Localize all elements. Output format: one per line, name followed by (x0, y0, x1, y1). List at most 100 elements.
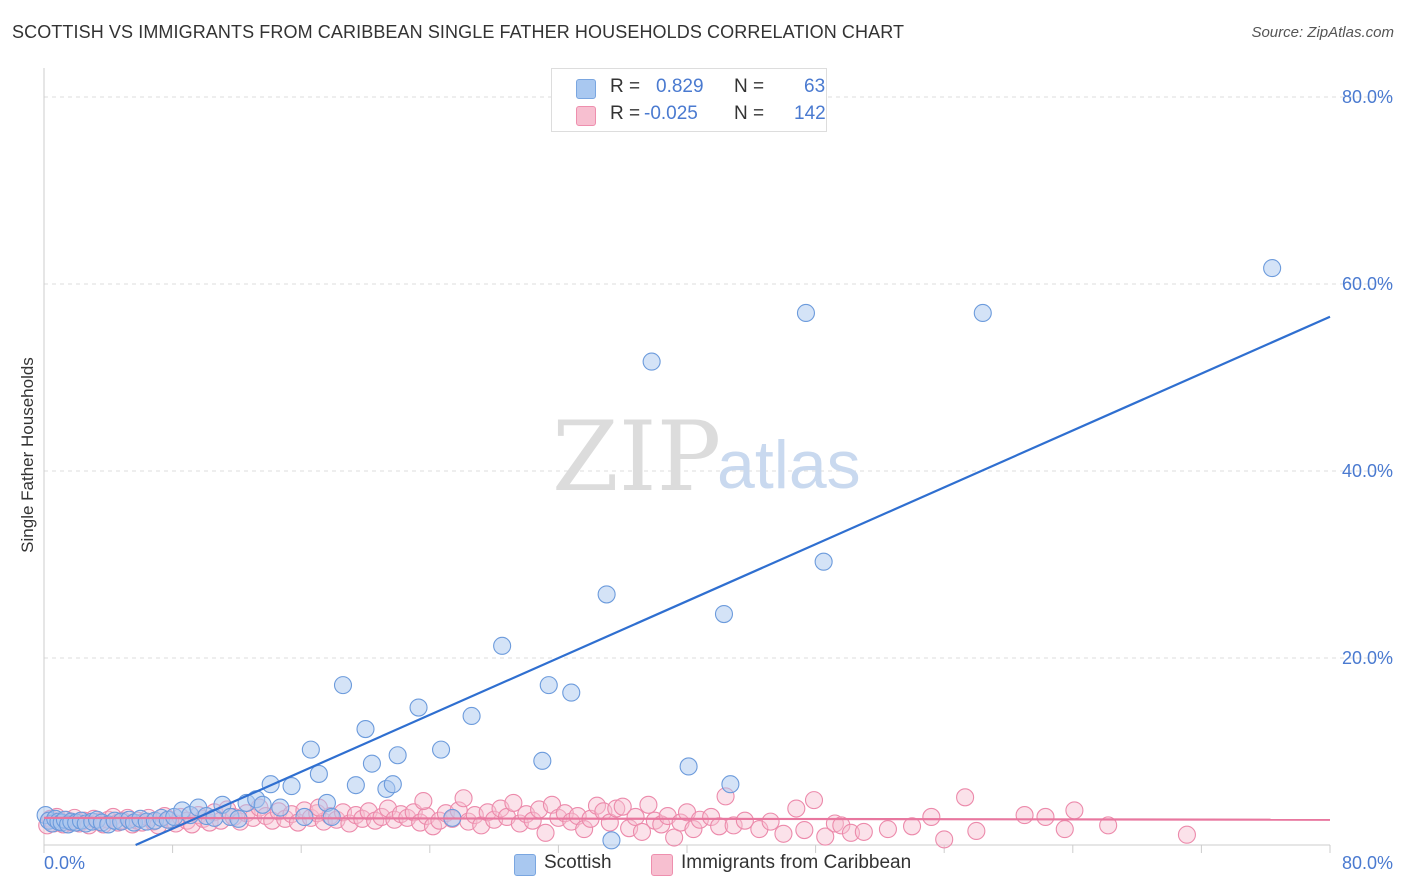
caribbean-point (787, 799, 806, 818)
caribbean-point (1055, 820, 1074, 839)
scottish-point (796, 303, 816, 323)
tick-labels: 20.0% 40.0% 60.0% 80.0% 0.0% 80.0% (44, 87, 1393, 873)
scottish-legend-label: Scottish (544, 852, 612, 873)
scottish-point (346, 776, 365, 795)
caribbean-point (1099, 816, 1118, 835)
y-tick-label-60: 60.0% (1342, 274, 1393, 294)
scottish-point (253, 795, 272, 814)
scottish-n-value: 63 (804, 76, 826, 97)
trend-lines (43, 315, 1331, 847)
caribbean-point (1177, 825, 1196, 844)
scottish-point (814, 552, 833, 571)
y-tick-label-40: 40.0% (1342, 461, 1393, 481)
caribbean-point (454, 789, 473, 808)
caribbean-point (804, 791, 824, 810)
stats-legend: R = 0.829 N = 63 R = -0.025 N = 142 (551, 68, 827, 132)
scottish-point (333, 676, 353, 695)
scottish-point (301, 740, 320, 759)
caribbean-point (735, 811, 754, 830)
caribbean-point (684, 820, 703, 839)
caribbean-point (724, 816, 743, 835)
scottish-point (282, 777, 301, 796)
caribbean-n-value: 142 (794, 103, 826, 124)
caribbean-point (504, 793, 523, 812)
caribbean-point (956, 788, 975, 807)
x-tick-label-min: 0.0% (44, 853, 85, 873)
caribbean-point (922, 807, 941, 827)
caribbean-point (414, 792, 433, 811)
chart-title: SCOTTISH VS IMMIGRANTS FROM CARIBBEAN SI… (12, 22, 905, 42)
scottish-point (295, 807, 314, 827)
scottish-legend-swatch (514, 854, 536, 876)
scottish-point (562, 683, 581, 702)
scottish-point (462, 706, 481, 726)
caribbean-legend-label: Immigrants from Caribbean (681, 852, 912, 873)
y-tick-label-80: 80.0% (1342, 87, 1393, 107)
caribbean-swatch (576, 106, 596, 126)
n-label: N = (734, 76, 765, 97)
scottish-point (679, 757, 698, 776)
caribbean-point (854, 822, 873, 841)
scottish-point (642, 352, 661, 371)
caribbean-point (542, 795, 562, 814)
scottish-point (1263, 259, 1282, 278)
scottish-point (539, 676, 558, 695)
grid-lines (44, 96, 1392, 659)
caribbean-point (639, 795, 658, 814)
scottish-point (322, 807, 341, 827)
scottish-point (383, 775, 402, 794)
x-tick-label-max: 80.0% (1342, 853, 1393, 873)
r-label: R = (610, 76, 641, 97)
caribbean-point (613, 797, 632, 816)
scottish-point (432, 740, 451, 759)
scottish-point (271, 798, 290, 817)
caribbean-r-value: -0.025 (644, 103, 698, 124)
caribbean-point (632, 822, 652, 841)
scottish-point (388, 746, 407, 765)
watermark-atlas: atlas (717, 427, 861, 503)
axes (43, 68, 1331, 853)
caribbean-legend-swatch (651, 854, 673, 876)
n-label: N = (734, 103, 765, 124)
caribbean-point (575, 820, 594, 839)
scottish-point (721, 775, 740, 794)
caribbean-point (902, 817, 922, 836)
scottish-point (533, 751, 552, 770)
caribbean-point (816, 827, 835, 846)
caribbean-point (761, 812, 780, 831)
watermark-zip: ZIP (552, 401, 721, 513)
scottish-r-value: 0.829 (656, 76, 704, 97)
caribbean-point (1015, 806, 1034, 825)
scottish-point (362, 754, 381, 773)
caribbean-trend-line (43, 816, 1331, 821)
caribbean-point (626, 807, 645, 827)
scottish-trend-line (135, 315, 1331, 847)
caribbean-point (795, 820, 814, 840)
caribbean-point (832, 816, 851, 835)
caribbean-point (536, 823, 555, 842)
caribbean-point (967, 821, 986, 841)
y-tick-label-20: 20.0% (1342, 648, 1393, 668)
scottish-point (973, 303, 992, 323)
scottish-point (356, 720, 375, 739)
caribbean-point (878, 820, 897, 839)
caribbean-point (523, 811, 542, 830)
series-scottish-points (36, 259, 1282, 850)
scottish-point (493, 636, 512, 655)
caribbean-point (607, 799, 626, 818)
scottish-point (597, 585, 616, 604)
caribbean-point (774, 824, 793, 843)
caribbean-point (1036, 807, 1055, 827)
scottish-swatch (576, 79, 596, 99)
scottish-point (309, 764, 328, 783)
caribbean-point (935, 830, 954, 849)
caribbean-point (665, 828, 684, 847)
scottish-point (602, 831, 621, 850)
scottish-point (714, 605, 734, 624)
r-label: R = (610, 103, 641, 124)
caribbean-point (1065, 801, 1084, 820)
source-label: Source: ZipAtlas.com (1251, 24, 1394, 41)
caribbean-point (750, 820, 769, 839)
caribbean-point (841, 823, 861, 842)
